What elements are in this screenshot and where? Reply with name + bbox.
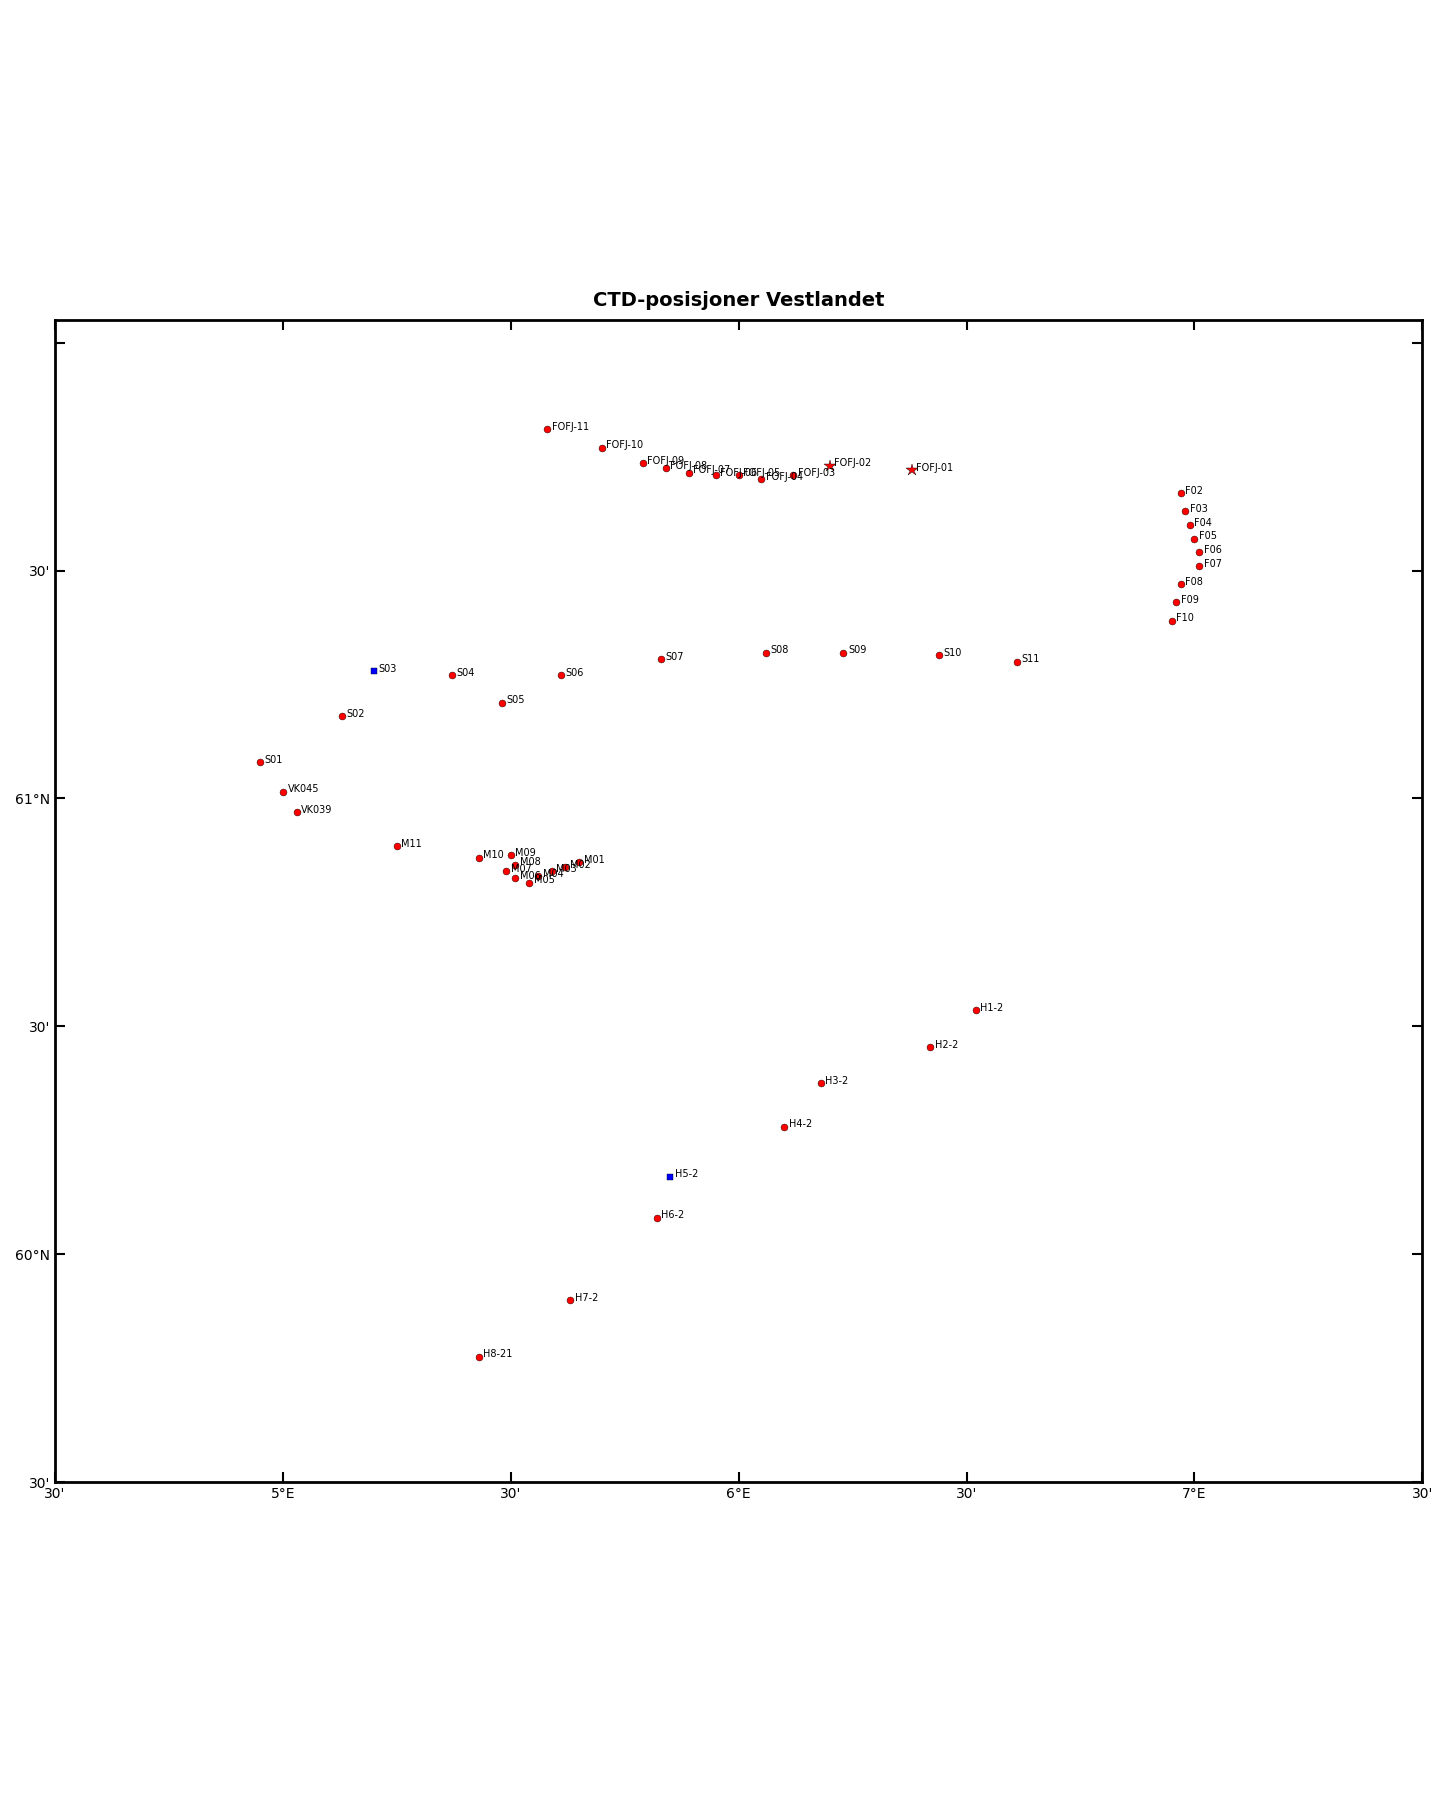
Text: M03: M03 — [556, 865, 578, 874]
Text: H7-2: H7-2 — [575, 1292, 598, 1303]
Text: S10: S10 — [944, 647, 961, 658]
Text: H4-2: H4-2 — [789, 1119, 812, 1130]
Text: F04: F04 — [1195, 517, 1212, 528]
Text: M08: M08 — [520, 858, 540, 867]
Text: S09: S09 — [849, 645, 866, 656]
Text: S07: S07 — [666, 652, 685, 661]
Text: F02: F02 — [1186, 487, 1203, 496]
Text: VK039: VK039 — [301, 805, 333, 815]
Text: M02: M02 — [571, 860, 591, 870]
Text: F05: F05 — [1199, 532, 1216, 541]
Text: VK045: VK045 — [288, 784, 319, 795]
Text: S01: S01 — [265, 755, 282, 764]
Text: F09: F09 — [1180, 595, 1199, 605]
Text: M10: M10 — [484, 851, 504, 860]
Text: F08: F08 — [1186, 577, 1203, 587]
Text: H2-2: H2-2 — [934, 1040, 959, 1049]
Text: F03: F03 — [1190, 505, 1208, 514]
Text: FOFJ-09: FOFJ-09 — [647, 456, 685, 467]
Text: M09: M09 — [515, 849, 536, 858]
Text: H5-2: H5-2 — [675, 1169, 698, 1180]
Text: F10: F10 — [1176, 613, 1195, 623]
Text: FOFJ-10: FOFJ-10 — [607, 440, 643, 450]
Text: S06: S06 — [566, 669, 584, 678]
Text: M07: M07 — [511, 865, 531, 874]
Text: S04: S04 — [456, 669, 475, 678]
Text: FOFJ-02: FOFJ-02 — [834, 458, 872, 469]
Text: FOFJ-11: FOFJ-11 — [552, 422, 589, 432]
Text: FOFJ-01: FOFJ-01 — [917, 463, 954, 472]
Text: M11: M11 — [401, 840, 423, 849]
Text: M04: M04 — [543, 869, 563, 879]
Title: CTD-posisjoner Vestlandet: CTD-posisjoner Vestlandet — [592, 290, 885, 310]
Text: FOFJ-06: FOFJ-06 — [721, 467, 757, 478]
Text: FOFJ-04: FOFJ-04 — [766, 472, 804, 483]
Text: S03: S03 — [378, 663, 397, 674]
Text: F06: F06 — [1203, 544, 1222, 555]
Text: M05: M05 — [533, 876, 555, 885]
Text: H1-2: H1-2 — [980, 1004, 1003, 1013]
Text: FOFJ-08: FOFJ-08 — [670, 461, 708, 470]
Text: S02: S02 — [346, 710, 365, 719]
Text: H6-2: H6-2 — [662, 1211, 685, 1220]
Text: FOFJ-05: FOFJ-05 — [743, 467, 780, 478]
Text: S05: S05 — [507, 696, 524, 705]
Text: FOFJ-03: FOFJ-03 — [798, 467, 835, 478]
Text: M06: M06 — [520, 870, 540, 881]
Text: F07: F07 — [1203, 559, 1222, 569]
Text: H8-21: H8-21 — [484, 1350, 513, 1359]
Text: H3-2: H3-2 — [825, 1076, 849, 1087]
Text: FOFJ-07: FOFJ-07 — [694, 465, 730, 476]
Text: M01: M01 — [584, 854, 604, 865]
Text: S08: S08 — [770, 645, 789, 656]
Text: S11: S11 — [1021, 654, 1040, 665]
